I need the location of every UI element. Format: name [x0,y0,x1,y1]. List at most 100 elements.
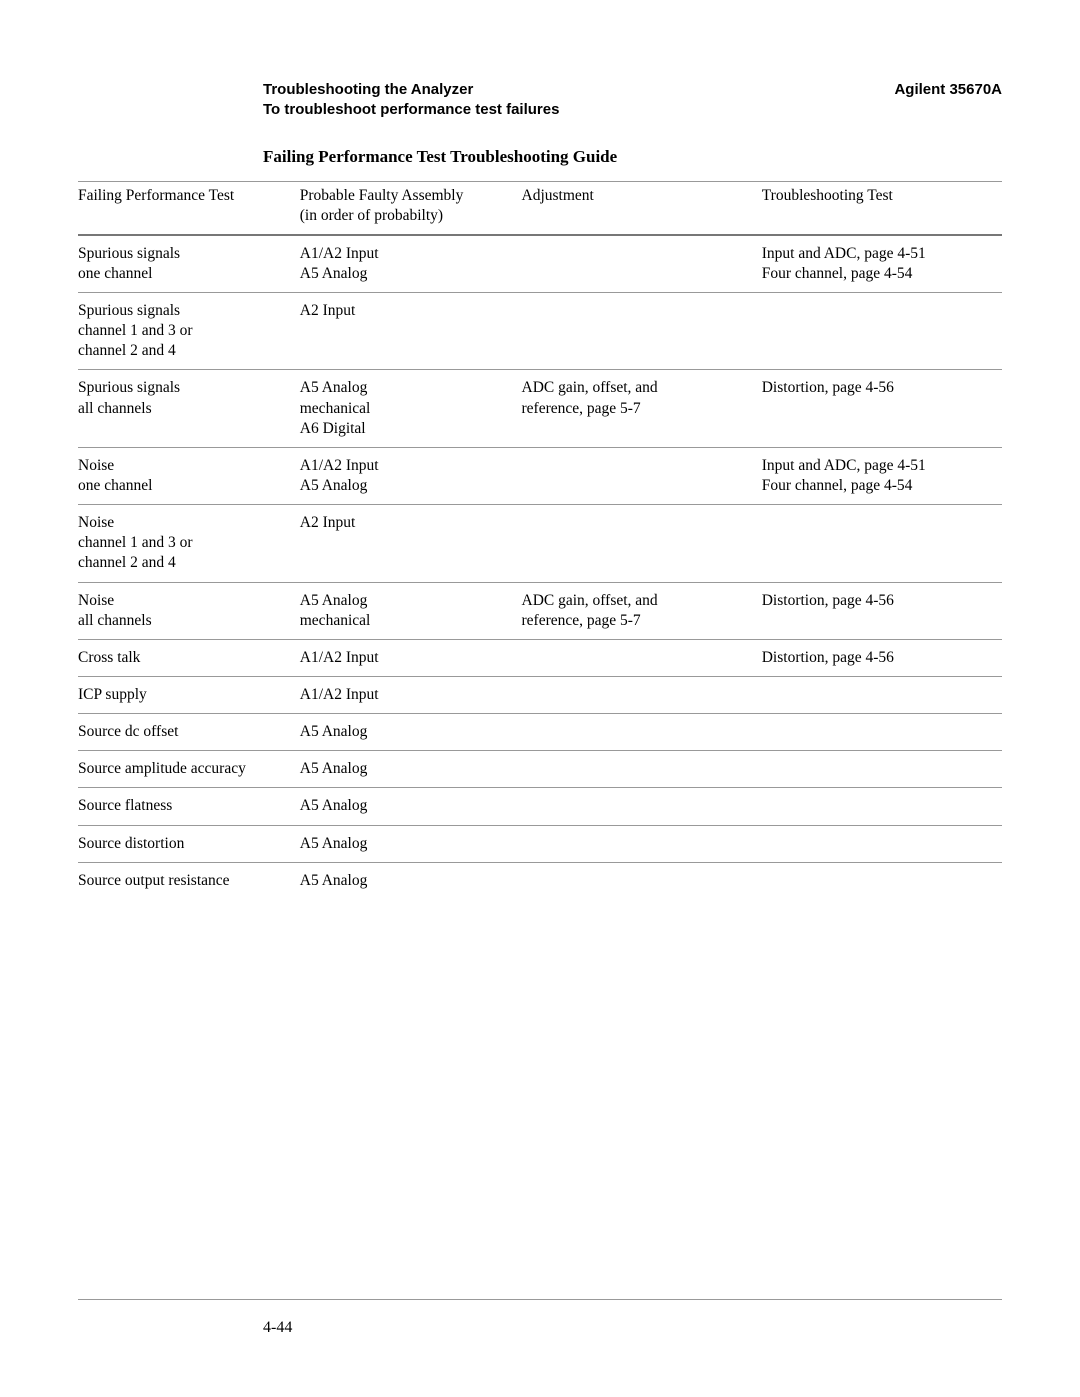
header-right: Agilent 35670A [894,80,1002,121]
cell-trouble [762,862,1002,899]
cell-trouble: Input and ADC, page 4-51Four channel, pa… [762,447,1002,504]
cell-assembly-text: A5 Analog [300,834,516,854]
col-header-trouble: Troubleshooting Test [762,181,1002,235]
cell-trouble [762,677,1002,714]
cell-test-text: Spurious signalsall channels [78,378,294,418]
cell-trouble: Distortion, page 4-56 [762,582,1002,639]
cell-assembly-text: A5 Analog [300,722,516,742]
cell-trouble-text: Distortion, page 4-56 [762,378,996,398]
troubleshooting-table: Failing Performance Test Probable Faulty… [78,181,1002,899]
cell-trouble [762,825,1002,862]
table-row: Source amplitude accuracyA5 Analog [78,751,1002,788]
cell-adjustment [522,714,762,751]
cell-assembly: A1/A2 Input [300,639,522,676]
cell-adjustment [522,447,762,504]
cell-test-text: Spurious signalschannel 1 and 3 orchanne… [78,301,294,361]
table-row: Source distortionA5 Analog [78,825,1002,862]
cell-assembly-text: A5 Analog [300,796,516,816]
page-number: 4-44 [263,1319,1002,1337]
cell-trouble-text: Input and ADC, page 4-51Four channel, pa… [762,244,996,284]
col-header-assembly: Probable Faulty Assembly(in order of pro… [300,181,522,235]
cell-adjustment [522,862,762,899]
cell-test: Noiseone channel [78,447,300,504]
cell-test: Source amplitude accuracy [78,751,300,788]
cell-test-text: Source dc offset [78,722,294,742]
cell-assembly: A5 AnalogmechanicalA6 Digital [300,370,522,447]
cell-assembly-text: A1/A2 Input [300,685,516,705]
cell-test-text: Noisechannel 1 and 3 orchannel 2 and 4 [78,513,294,573]
header-model: Agilent 35670A [894,80,1002,100]
cell-assembly-text: A5 AnalogmechanicalA6 Digital [300,378,516,438]
cell-assembly-text: A1/A2 InputA5 Analog [300,456,516,496]
cell-assembly-text: A1/A2 Input [300,648,516,668]
cell-test-text: Spurious signalsone channel [78,244,294,284]
cell-assembly: A1/A2 InputA5 Analog [300,235,522,293]
footer-rule [78,1299,1002,1301]
table-row: Spurious signalsone channelA1/A2 InputA5… [78,235,1002,293]
table-header: Failing Performance Test Probable Faulty… [78,181,1002,235]
cell-trouble [762,751,1002,788]
cell-test-text: Source output resistance [78,871,294,891]
cell-assembly: A5 Analog [300,862,522,899]
table-row: Cross talk A1/A2 Input Distortion, page 4-… [78,639,1002,676]
table-row: Noisechannel 1 and 3 orchannel 2 and 4A2… [78,505,1002,582]
col-header-adjustment: Adjustment [522,181,762,235]
table-body: Spurious signalsone channelA1/A2 InputA5… [78,235,1002,899]
table-row: Source output resistance A5 Analog [78,862,1002,899]
cell-test: Source output resistance [78,862,300,899]
cell-adjustment [522,677,762,714]
cell-assembly: A5 Analog [300,751,522,788]
cell-adjustment [522,505,762,582]
cell-trouble [762,714,1002,751]
cell-assembly-text: A5 Analog [300,871,516,891]
cell-assembly: A2 Input [300,293,522,370]
cell-assembly: A5 Analog [300,825,522,862]
header-left: Troubleshooting the Analyzer To troubles… [263,80,559,121]
cell-test: Source distortion [78,825,300,862]
header-title: Troubleshooting the Analyzer [263,80,559,100]
cell-trouble: Distortion, page 4-56 [762,639,1002,676]
cell-trouble [762,505,1002,582]
cell-assembly: A1/A2 InputA5 Analog [300,447,522,504]
cell-adjustment [522,788,762,825]
cell-trouble [762,293,1002,370]
page-header: Troubleshooting the Analyzer To troubles… [263,80,1002,121]
cell-assembly-text: A5 Analog [300,759,516,779]
cell-trouble: Input and ADC, page 4-51Four channel, pa… [762,235,1002,293]
cell-assembly: A1/A2 Input [300,677,522,714]
cell-trouble [762,788,1002,825]
cell-test: Source flatness [78,788,300,825]
cell-adjustment [522,235,762,293]
cell-test: Noiseall channels [78,582,300,639]
cell-test: Spurious signalsall channels [78,370,300,447]
cell-adjustment: ADC gain, offset, andreference, page 5-7 [522,582,762,639]
table-row: ICP supply A1/A2 Input [78,677,1002,714]
cell-test: Source dc offset [78,714,300,751]
cell-adjustment [522,751,762,788]
cell-assembly: A2 Input [300,505,522,582]
cell-test: Spurious signalsone channel [78,235,300,293]
cell-test-text: Noiseall channels [78,591,294,631]
table-header-row: Failing Performance Test Probable Faulty… [78,181,1002,235]
cell-test: Cross talk [78,639,300,676]
table-row: Source dc offset A5 Analog [78,714,1002,751]
cell-trouble-text: Distortion, page 4-56 [762,648,996,668]
table-row: Spurious signalschannel 1 and 3 orchanne… [78,293,1002,370]
cell-adjustment [522,293,762,370]
cell-adjustment [522,639,762,676]
cell-test: Spurious signalschannel 1 and 3 orchanne… [78,293,300,370]
table-row: Source flatnessA5 Analog [78,788,1002,825]
cell-test: ICP supply [78,677,300,714]
cell-test-text: Cross talk [78,648,294,668]
cell-assembly-text: A1/A2 InputA5 Analog [300,244,516,284]
cell-assembly-text: A2 Input [300,301,516,321]
cell-test: Noisechannel 1 and 3 orchannel 2 and 4 [78,505,300,582]
cell-test-text: ICP supply [78,685,294,705]
cell-trouble-text: Distortion, page 4-56 [762,591,996,611]
cell-trouble: Distortion, page 4-56 [762,370,1002,447]
cell-assembly-text: A5 Analogmechanical [300,591,516,631]
section-title: Failing Performance Test Troubleshooting… [263,147,1002,167]
cell-trouble-text: Input and ADC, page 4-51Four channel, pa… [762,456,996,496]
cell-adjustment-text: ADC gain, offset, andreference, page 5-7 [522,378,756,418]
cell-adjustment [522,825,762,862]
